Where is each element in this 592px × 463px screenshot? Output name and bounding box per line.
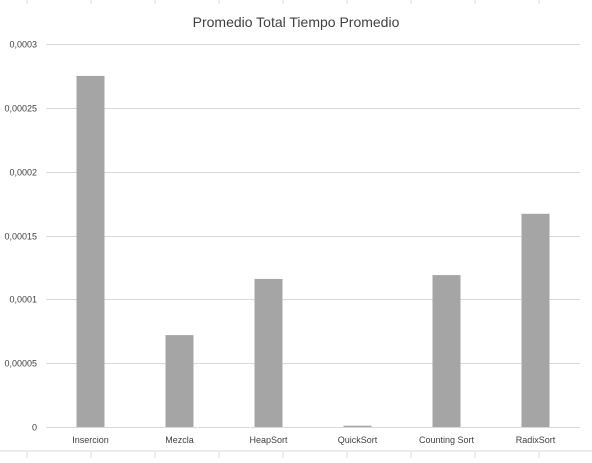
x-category-label: Counting Sort <box>419 435 475 445</box>
x-category-label: Insercion <box>72 435 109 445</box>
x-axis-category-labels: Insercion Mezcla HeapSort QuickSort Counting… <box>72 435 556 445</box>
y-tick-label: 0,00015 <box>4 232 37 242</box>
bar-quicksort <box>343 425 372 427</box>
y-tick-label: 0,00025 <box>4 104 37 114</box>
y-tick-label: 0,0001 <box>9 295 37 305</box>
y-tick-label: 0,0002 <box>9 168 37 178</box>
x-category-label: HeapSort <box>249 435 288 445</box>
y-tick-label: 0,0003 <box>9 40 37 50</box>
y-axis-tick-labels: 0 0,00005 0,0001 0,00015 0,0002 0,00025 0,0003 <box>4 40 37 433</box>
bar-counting-sort <box>432 275 461 427</box>
bar-heapsort <box>254 278 283 427</box>
y-tick-label: 0 <box>32 423 37 433</box>
x-category-label: RadixSort <box>516 435 556 445</box>
bar-radixsort <box>521 213 550 427</box>
x-category-label: QuickSort <box>338 435 378 445</box>
x-category-label: Mezcla <box>165 435 194 445</box>
chart-title: Promedio Total Tiempo Promedio <box>193 14 400 30</box>
y-tick-label: 0,00005 <box>4 359 37 369</box>
bar-insercion <box>76 75 105 428</box>
bar-mezcla <box>165 335 194 427</box>
y-gridlines <box>46 44 580 364</box>
bars <box>76 75 550 428</box>
